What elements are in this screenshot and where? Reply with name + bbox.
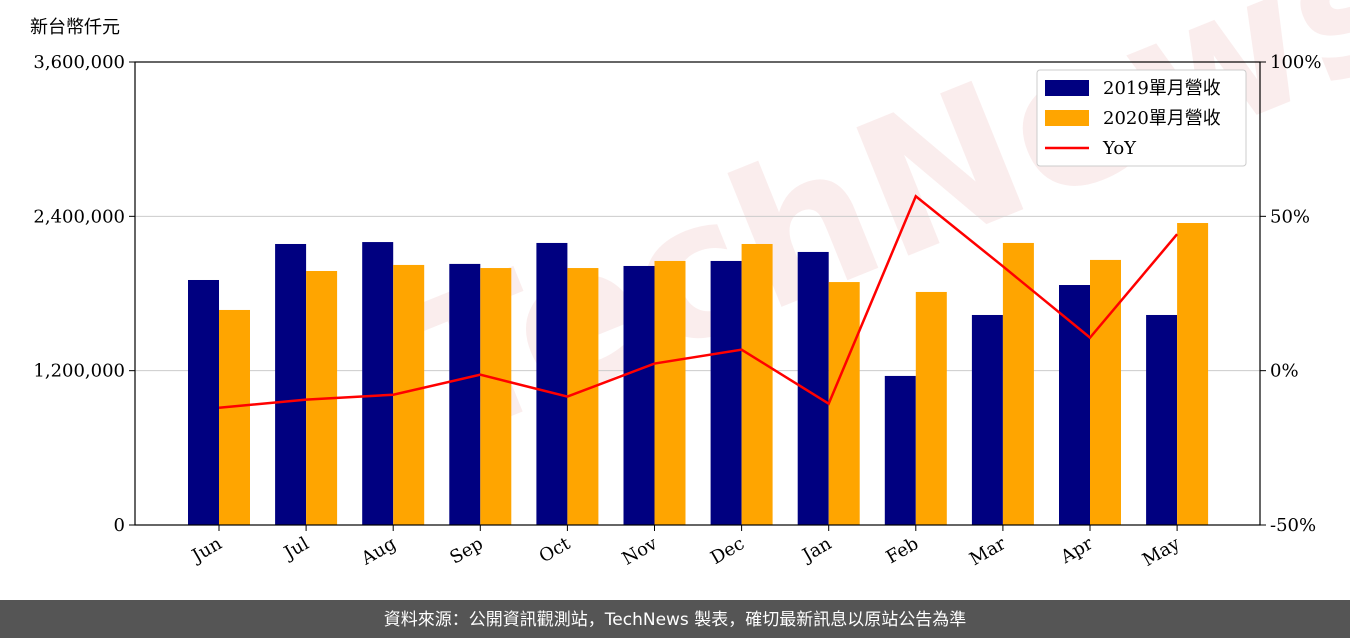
footer-text: 資料來源：公開資訊觀測站，TechNews 製表，確切最新訊息以原站公告為準 xyxy=(384,610,966,630)
legend-label: 2020單月營收 xyxy=(1103,108,1221,129)
x-tick-label: Aug xyxy=(357,533,400,570)
legend-label: 2019單月營收 xyxy=(1103,78,1221,99)
bar xyxy=(188,279,219,525)
y-tick-label: 2,400,000 xyxy=(33,206,125,227)
bar xyxy=(1090,259,1121,525)
bar xyxy=(654,260,686,525)
bar xyxy=(828,282,860,525)
x-tick-label: Jul xyxy=(279,533,313,565)
x-tick-label: Dec xyxy=(707,533,748,569)
bar xyxy=(741,243,773,525)
x-tick-label: Jan xyxy=(797,533,835,567)
x-tick-label: Apr xyxy=(1056,533,1096,568)
legend-swatch xyxy=(1045,110,1089,126)
y-tick-label: 0 xyxy=(114,515,125,536)
x-tick-label: May xyxy=(1139,533,1184,571)
yoy-line xyxy=(218,194,1179,409)
x-tick-label: Oct xyxy=(536,533,575,568)
y2-tick-label: 100% xyxy=(1270,52,1321,73)
bar xyxy=(275,243,307,525)
footer-bar xyxy=(0,600,1350,638)
bar xyxy=(884,375,916,525)
bar xyxy=(567,268,599,525)
bar xyxy=(449,263,481,525)
bar xyxy=(1177,223,1209,525)
legend-box xyxy=(1036,69,1247,167)
bar xyxy=(710,260,742,525)
y2-tick-label: 0% xyxy=(1270,361,1299,382)
y2-tick-label: 50% xyxy=(1270,206,1310,227)
x-tick-label: Feb xyxy=(883,533,923,568)
y-tick-label: 3,600,000 xyxy=(33,52,125,73)
bar xyxy=(1002,242,1034,526)
x-tick-label: Sep xyxy=(446,533,486,568)
legend-swatch xyxy=(1045,80,1089,96)
plot-frame xyxy=(134,61,1261,526)
bar xyxy=(536,242,568,526)
x-tick-label: Mar xyxy=(966,533,1010,570)
bar xyxy=(971,314,1003,525)
bar xyxy=(1059,285,1090,525)
bar xyxy=(480,268,512,525)
bar xyxy=(362,242,394,526)
legend-label: YoY xyxy=(1102,138,1137,159)
bar xyxy=(393,264,425,525)
y-tick-label: 1,200,000 xyxy=(33,361,125,382)
bar xyxy=(623,265,655,525)
bar xyxy=(915,291,947,525)
bar xyxy=(219,309,250,525)
y-axis-label: 新台幣仟元 xyxy=(30,17,120,38)
y2-tick-label: -50% xyxy=(1270,515,1316,536)
bar xyxy=(1146,314,1178,525)
x-tick-label: Nov xyxy=(619,533,662,570)
x-tick-label: Jun xyxy=(187,533,226,568)
